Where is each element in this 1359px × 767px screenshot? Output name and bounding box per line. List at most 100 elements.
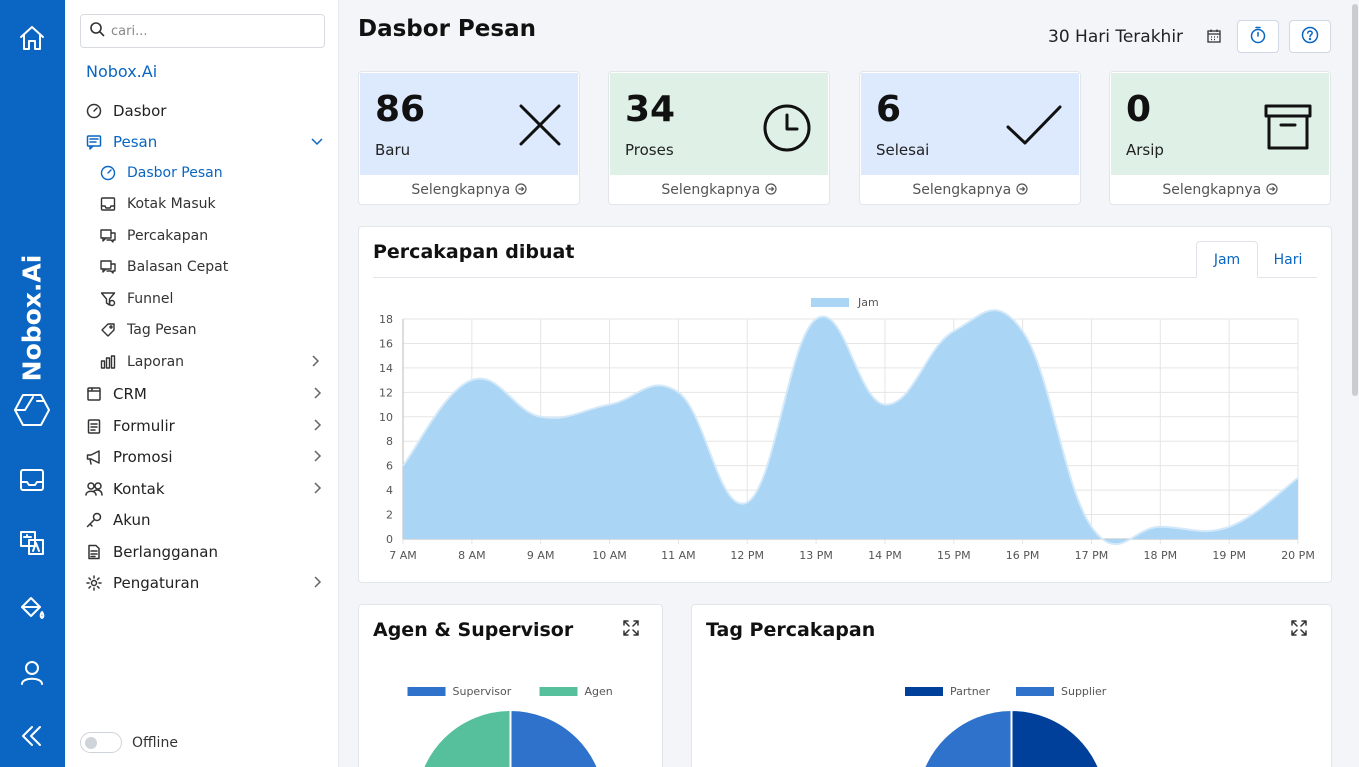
collapse-icon[interactable] [16, 720, 48, 752]
stat-value: 86 [375, 89, 426, 130]
y-tick-label: 0 [386, 533, 393, 546]
legend-swatch-partner [905, 687, 943, 696]
chevron-right-icon [310, 449, 324, 467]
home-icon[interactable] [16, 22, 48, 54]
pie-slice-supervisor [509, 708, 599, 767]
more-link[interactable]: Selengkapnya [860, 182, 1080, 198]
stat-label: Arsip [1126, 141, 1164, 159]
chevron-right-icon [310, 481, 324, 499]
date-range-label[interactable]: 30 Hari Terakhir [1048, 27, 1184, 47]
clock-icon [762, 103, 812, 157]
search-box[interactable] [80, 14, 325, 48]
sub-item-dasbor-pesan[interactable]: Dasbor Pesan [99, 162, 329, 184]
x-tick-label: 16 PM [1006, 549, 1040, 562]
search-input[interactable] [111, 23, 311, 39]
sub-item-laporan[interactable]: Laporan [99, 351, 329, 373]
chevron-right-icon [310, 575, 324, 593]
gear-icon [85, 574, 103, 592]
nav-item-dasbor[interactable]: Dasbor [85, 99, 330, 123]
more-link[interactable]: Selengkapnya [1110, 182, 1330, 198]
x-tick-label: 11 AM [661, 549, 696, 562]
sub-label: Dasbor Pesan [127, 165, 223, 181]
sub-item-percakapan[interactable]: Percakapan [99, 225, 329, 247]
legend-swatch-supervisor [407, 687, 446, 696]
user-icon[interactable] [16, 656, 48, 688]
brand-logo-text: Nobox.Ai [17, 254, 47, 382]
archive-icon [1263, 103, 1313, 155]
arrow-circle-icon [1266, 183, 1278, 195]
stat-label: Selesai [876, 141, 930, 159]
inbox-icon[interactable] [16, 464, 48, 496]
y-tick-label: 18 [379, 313, 393, 326]
close-icon [518, 103, 562, 151]
translate-icon[interactable] [16, 527, 48, 559]
calendar-icon[interactable] [1206, 28, 1222, 48]
more-label: Selengkapnya [912, 182, 1012, 198]
nav-item-promosi[interactable]: Promosi [85, 445, 330, 469]
tab-hari[interactable]: Hari [1273, 251, 1303, 268]
page-scrollbar[interactable] [1351, 0, 1359, 767]
x-tick-label: 19 PM [1212, 549, 1246, 562]
dashboard-icon [99, 164, 117, 182]
nobox-logo-icon [12, 392, 52, 428]
expand-icon[interactable] [622, 619, 640, 641]
icon-rail: Nobox.Ai [0, 0, 65, 767]
legend-swatch-agen [539, 687, 578, 696]
more-link[interactable]: Selengkapnya [359, 182, 579, 198]
nav-item-akun[interactable]: Akun [85, 508, 330, 532]
card-title: Agen & Supervisor [373, 619, 574, 641]
contacts-icon [85, 480, 103, 498]
pie-slice-agen [422, 708, 512, 767]
x-tick-label: 13 PM [799, 549, 833, 562]
paint-bucket-icon[interactable] [16, 592, 48, 624]
stat-card-body: 0 Arsip [1111, 73, 1329, 175]
nav-label: Akun [113, 511, 151, 529]
x-tick-label: 9 AM [527, 549, 555, 562]
org-name: Nobox.Ai [86, 62, 158, 81]
x-tick-label: 15 PM [937, 549, 971, 562]
arrow-circle-icon [1016, 183, 1028, 195]
nav-label: Dasbor [113, 102, 167, 120]
online-toggle[interactable] [80, 732, 122, 753]
nav-item-pesan[interactable]: Pesan [85, 130, 330, 154]
sub-label: Percakapan [127, 228, 209, 244]
stat-value: 6 [876, 89, 902, 130]
more-link[interactable]: Selengkapnya [609, 182, 829, 198]
nav-item-formulir[interactable]: Formulir [85, 414, 330, 438]
nav-label: Pengaturan [113, 574, 200, 592]
help-button[interactable] [1289, 20, 1331, 53]
arrow-circle-icon [515, 183, 527, 195]
sub-item-tag-pesan[interactable]: Tag Pesan [99, 319, 329, 341]
scrollbar-thumb[interactable] [1352, 4, 1358, 396]
sub-item-kotak-masuk[interactable]: Kotak Masuk [99, 193, 329, 215]
sub-item-balasan-cepat[interactable]: Balasan Cepat [99, 256, 329, 278]
y-tick-label: 14 [379, 362, 393, 375]
legend-label-jam: Jam [857, 296, 879, 309]
nav-item-pengaturan[interactable]: Pengaturan [85, 571, 330, 595]
area-chart: 0 2 4 6 8 10 12 14 16 18 7 AM 8 AM 9 AM 10 AM 11 AM 12 … [379, 296, 1315, 562]
agent-pie-chart: Supervisor Agen [407, 685, 613, 767]
y-tick-label: 10 [379, 411, 393, 424]
chevron-right-icon [310, 386, 324, 404]
checkmark-icon [1005, 103, 1063, 151]
tag-pie-chart: Partner Supplier [905, 685, 1107, 767]
x-tick-label: 20 PM [1281, 549, 1315, 562]
nav-item-crm[interactable]: CRM [85, 382, 330, 406]
tab-jam[interactable]: Jam [1196, 241, 1258, 278]
timer-button[interactable] [1237, 20, 1279, 53]
sub-item-funnel[interactable]: Funnel [99, 288, 329, 310]
document-icon [85, 543, 103, 561]
x-tick-label: 12 PM [730, 549, 764, 562]
bar-chart-icon [99, 353, 117, 371]
expand-icon[interactable] [1290, 619, 1308, 641]
nav-item-kontak[interactable]: Kontak [85, 477, 330, 501]
search-icon [89, 21, 105, 41]
sub-label: Kotak Masuk [127, 196, 216, 212]
nav-item-berlangganan[interactable]: Berlangganan [85, 540, 330, 564]
x-tick-label: 7 AM [389, 549, 417, 562]
more-label: Selengkapnya [661, 182, 761, 198]
stat-card-body: 6 Selesai [861, 73, 1079, 175]
chevron-down-icon [310, 134, 324, 152]
status-toggle-group: Offline [80, 732, 178, 753]
megaphone-icon [85, 448, 103, 466]
